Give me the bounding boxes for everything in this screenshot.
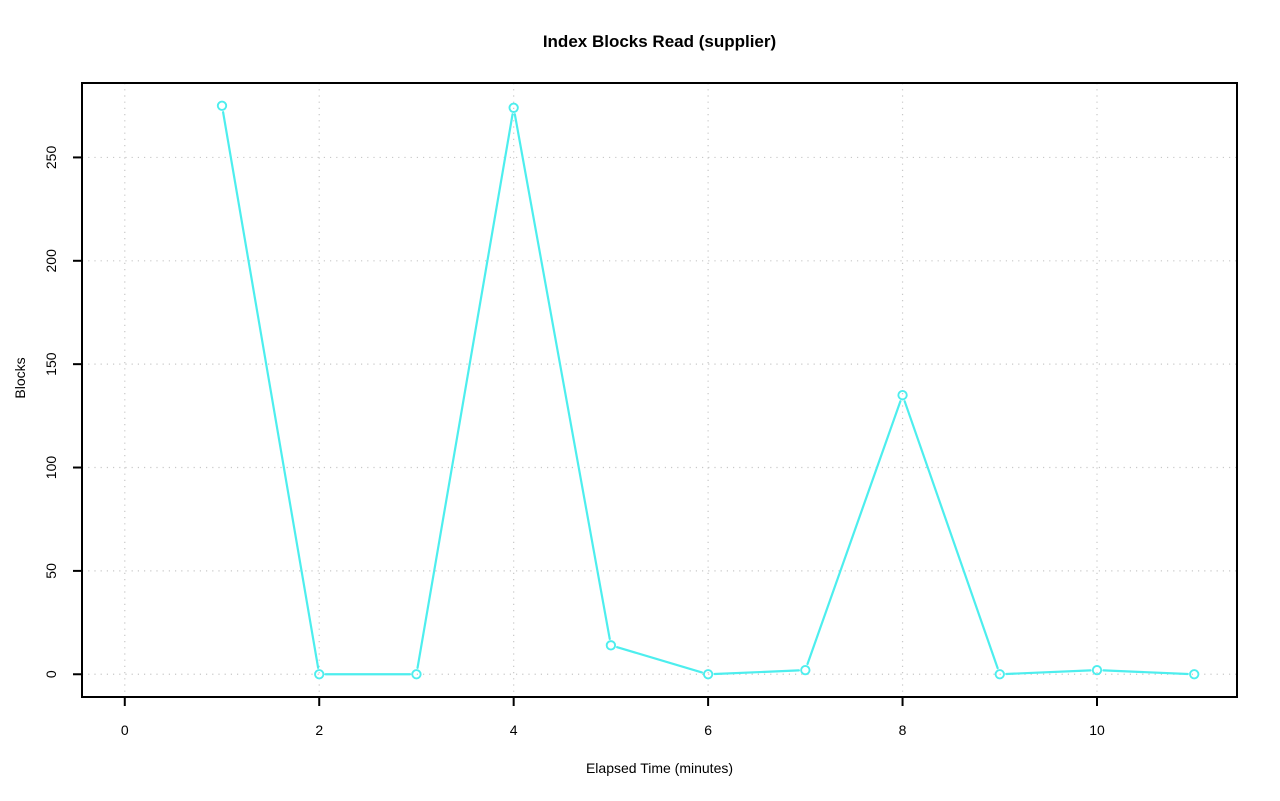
line-segment	[416, 113, 514, 669]
data-point	[897, 390, 908, 401]
line-segment	[1102, 669, 1189, 676]
x-tick-label: 10	[1089, 722, 1105, 738]
x-tick-label: 6	[704, 722, 712, 738]
line-segment	[221, 111, 320, 669]
line-segment	[513, 113, 611, 641]
x-tick-label: 0	[121, 722, 129, 738]
x-tick-label: 8	[899, 722, 907, 738]
data-point	[411, 669, 422, 680]
line-segment	[713, 669, 800, 676]
line-segment	[903, 400, 999, 670]
y-tick-label: 150	[43, 352, 59, 376]
line-segment	[1005, 669, 1092, 676]
line-segment	[616, 646, 703, 674]
y-tick-label: 50	[43, 563, 59, 579]
data-point	[314, 669, 325, 680]
plot-frame	[81, 82, 1238, 698]
y-tick-label: 250	[43, 146, 59, 170]
data-point	[800, 664, 811, 676]
y-tick-label: 200	[43, 249, 59, 273]
y-tick-label: 0	[43, 670, 59, 678]
x-axis-title: Elapsed Time (minutes)	[585, 760, 734, 776]
data-point	[216, 100, 228, 111]
x-tick-label: 2	[315, 722, 323, 738]
data-point	[1189, 669, 1200, 680]
data-point	[508, 102, 519, 113]
data-point	[994, 669, 1005, 680]
y-tick-label: 100	[43, 456, 59, 480]
y-axis-title: Blocks	[12, 357, 28, 399]
data-point	[605, 640, 617, 651]
data-point	[1091, 664, 1103, 676]
data-point	[702, 669, 714, 680]
x-tick-label: 4	[510, 722, 518, 738]
chart-title: Index Blocks Read (supplier)	[542, 32, 777, 51]
line-segment	[806, 400, 902, 666]
